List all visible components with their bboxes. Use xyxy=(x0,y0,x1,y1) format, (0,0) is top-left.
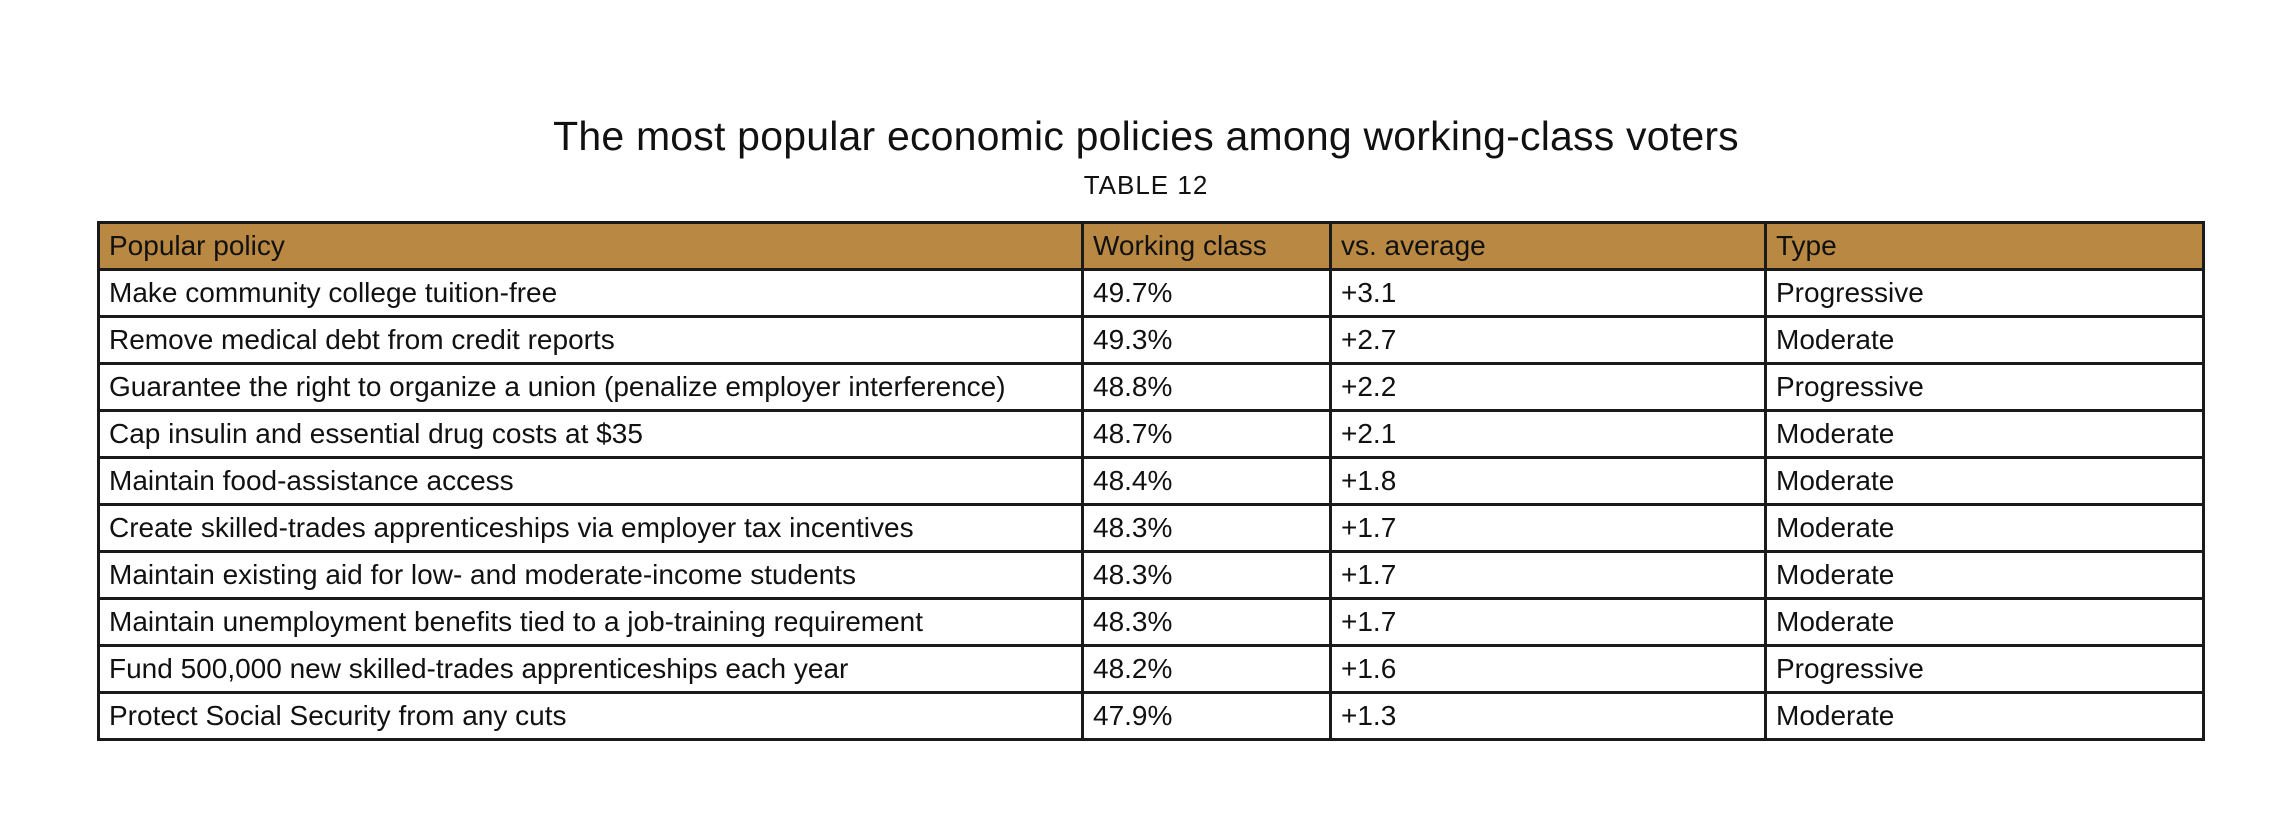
policy-cell: Fund 500,000 new skilled-trades apprenti… xyxy=(97,644,1084,694)
working-class-cell: 48.8% xyxy=(1081,362,1332,412)
working-class-cell: 49.7% xyxy=(1081,268,1332,318)
header-popular-policy: Popular policy xyxy=(97,221,1084,271)
table-row: Cap insulin and essential drug costs at … xyxy=(97,409,2205,459)
type-cell: Moderate xyxy=(1764,597,2205,647)
table-row: Guarantee the right to organize a union … xyxy=(97,362,2205,412)
working-class-cell: 48.3% xyxy=(1081,503,1332,553)
header-type: Type xyxy=(1764,221,2205,271)
policy-cell: Maintain food-assistance access xyxy=(97,456,1084,506)
type-cell: Progressive xyxy=(1764,644,2205,694)
policy-cell: Create skilled-trades apprenticeships vi… xyxy=(97,503,1084,553)
policy-cell: Maintain unemployment benefits tied to a… xyxy=(97,597,1084,647)
header-row: Popular policy Working class vs. average… xyxy=(97,221,2205,271)
table-number: TABLE 12 xyxy=(1083,170,1209,200)
policy-cell: Cap insulin and essential drug costs at … xyxy=(97,409,1084,459)
type-cell: Progressive xyxy=(1764,362,2205,412)
table-body: Make community college tuition-free 49.7… xyxy=(97,268,2205,741)
table-title: The most popular economic policies among… xyxy=(553,113,1739,159)
policy-table: Popular policy Working class vs. average… xyxy=(97,221,2205,741)
type-cell: Moderate xyxy=(1764,409,2205,459)
type-cell: Moderate xyxy=(1764,691,2205,741)
vs-average-cell: +3.1 xyxy=(1329,268,1767,318)
type-cell: Moderate xyxy=(1764,315,2205,365)
vs-average-cell: +1.3 xyxy=(1329,691,1767,741)
working-class-cell: 48.7% xyxy=(1081,409,1332,459)
vs-average-cell: +1.7 xyxy=(1329,597,1767,647)
policy-cell: Protect Social Security from any cuts xyxy=(97,691,1084,741)
table-row: Protect Social Security from any cuts 47… xyxy=(97,691,2205,741)
table-row: Fund 500,000 new skilled-trades apprenti… xyxy=(97,644,2205,694)
table-row: Maintain food-assistance access 48.4% +1… xyxy=(97,456,2205,506)
vs-average-cell: +1.6 xyxy=(1329,644,1767,694)
working-class-cell: 48.4% xyxy=(1081,456,1332,506)
policy-cell: Remove medical debt from credit reports xyxy=(97,315,1084,365)
type-cell: Progressive xyxy=(1764,268,2205,318)
working-class-cell: 48.2% xyxy=(1081,644,1332,694)
type-cell: Moderate xyxy=(1764,550,2205,600)
table-row: Make community college tuition-free 49.7… xyxy=(97,268,2205,318)
working-class-cell: 47.9% xyxy=(1081,691,1332,741)
working-class-cell: 48.3% xyxy=(1081,597,1332,647)
table-row: Maintain unemployment benefits tied to a… xyxy=(97,597,2205,647)
policy-cell: Make community college tuition-free xyxy=(97,268,1084,318)
header-vs-average: vs. average xyxy=(1329,221,1767,271)
vs-average-cell: +2.7 xyxy=(1329,315,1767,365)
vs-average-cell: +2.1 xyxy=(1329,409,1767,459)
type-cell: Moderate xyxy=(1764,503,2205,553)
policy-cell: Maintain existing aid for low- and moder… xyxy=(97,550,1084,600)
policy-cell: Guarantee the right to organize a union … xyxy=(97,362,1084,412)
vs-average-cell: +1.7 xyxy=(1329,503,1767,553)
vs-average-cell: +1.8 xyxy=(1329,456,1767,506)
working-class-cell: 49.3% xyxy=(1081,315,1332,365)
table-row: Create skilled-trades apprenticeships vi… xyxy=(97,503,2205,553)
table-row: Remove medical debt from credit reports … xyxy=(97,315,2205,365)
table-row: Maintain existing aid for low- and moder… xyxy=(97,550,2205,600)
working-class-cell: 48.3% xyxy=(1081,550,1332,600)
type-cell: Moderate xyxy=(1764,456,2205,506)
vs-average-cell: +1.7 xyxy=(1329,550,1767,600)
header-working-class: Working class xyxy=(1081,221,1332,271)
vs-average-cell: +2.2 xyxy=(1329,362,1767,412)
table-header: Popular policy Working class vs. average… xyxy=(97,221,2205,271)
